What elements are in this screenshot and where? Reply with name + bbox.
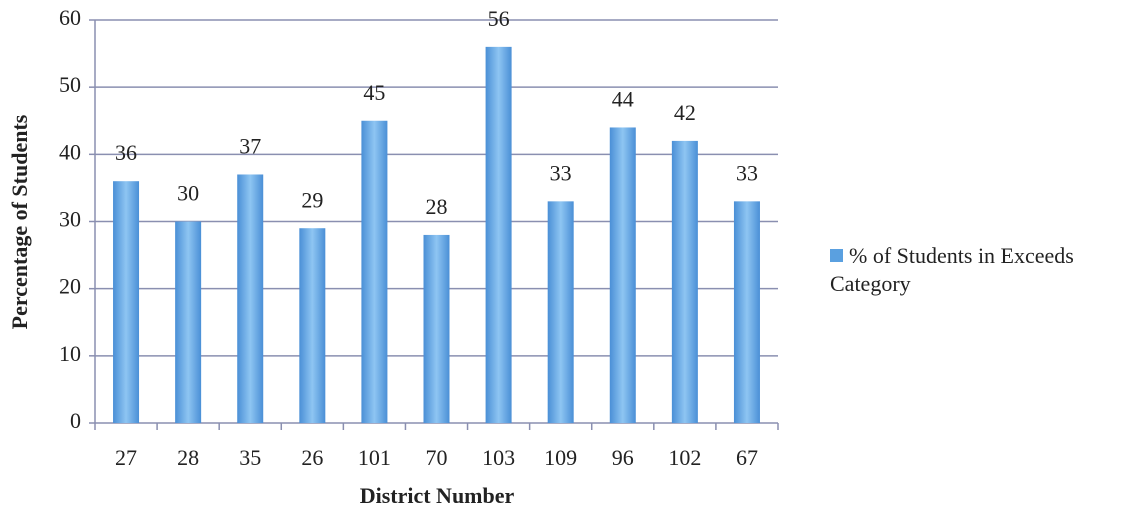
x-tick-label: 96 bbox=[612, 445, 634, 470]
data-label: 36 bbox=[115, 140, 137, 165]
bar bbox=[113, 181, 140, 423]
x-tick-label: 102 bbox=[668, 445, 701, 470]
x-tick-label: 26 bbox=[301, 445, 323, 470]
data-label: 42 bbox=[674, 100, 696, 125]
data-label: 45 bbox=[363, 80, 385, 105]
data-label: 37 bbox=[239, 134, 261, 159]
legend: % of Students in Exceeds Category bbox=[830, 242, 1130, 298]
y-tick-label: 20 bbox=[59, 274, 81, 299]
bar bbox=[237, 174, 264, 423]
x-tick-label: 67 bbox=[736, 445, 758, 470]
y-axis-title: Percentage of Students bbox=[7, 114, 32, 329]
x-tick-label: 28 bbox=[177, 445, 199, 470]
bar bbox=[609, 127, 636, 423]
data-label: 28 bbox=[426, 194, 448, 219]
data-label: 29 bbox=[301, 187, 323, 212]
y-tick-label: 40 bbox=[59, 139, 81, 164]
y-tick-label: 10 bbox=[59, 341, 81, 366]
bar bbox=[175, 221, 202, 423]
data-label: 33 bbox=[550, 160, 572, 185]
bar bbox=[299, 228, 326, 423]
legend-swatch bbox=[830, 249, 843, 262]
y-tick-label: 60 bbox=[59, 5, 81, 30]
x-tick-label: 70 bbox=[426, 445, 448, 470]
x-tick-label: 103 bbox=[482, 445, 515, 470]
bar bbox=[361, 120, 388, 423]
data-label: 56 bbox=[488, 6, 510, 31]
legend-label: % of Students in Exceeds Category bbox=[830, 243, 1074, 296]
x-tick-label: 109 bbox=[544, 445, 577, 470]
bar bbox=[423, 234, 450, 423]
x-tick-label: 27 bbox=[115, 445, 137, 470]
bar bbox=[485, 46, 512, 423]
y-tick-label: 50 bbox=[59, 72, 81, 97]
y-tick-label: 0 bbox=[70, 408, 81, 433]
data-label: 33 bbox=[736, 160, 758, 185]
bar bbox=[733, 201, 760, 423]
bar bbox=[547, 201, 574, 423]
data-label: 30 bbox=[177, 181, 199, 206]
x-tick-label: 35 bbox=[239, 445, 261, 470]
data-label: 44 bbox=[612, 87, 634, 112]
bar bbox=[671, 140, 698, 423]
y-tick-label: 30 bbox=[59, 207, 81, 232]
x-axis-title: District Number bbox=[360, 483, 515, 508]
x-tick-label: 101 bbox=[358, 445, 391, 470]
